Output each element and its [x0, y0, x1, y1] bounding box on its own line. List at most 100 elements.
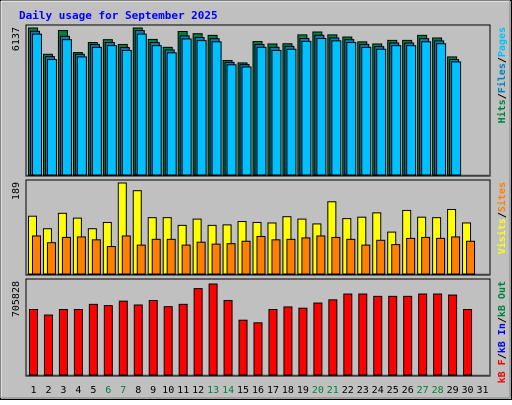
legend-entry-kb-out: kB Out: [497, 281, 508, 317]
sites-bar: [346, 238, 356, 275]
chart-title: Daily usage for September 2025: [19, 9, 218, 22]
legend-entry-kb-in: kB In: [497, 323, 508, 353]
kbf-bar: [238, 319, 248, 376]
x-axis-label-day: 23: [357, 385, 369, 396]
pages-bar: [31, 33, 42, 176]
pages-bar: [151, 45, 162, 176]
kbf-bar: [58, 309, 68, 376]
pages-bar: [421, 41, 432, 176]
kbf-bar: [433, 293, 443, 376]
kb-panel-max-label: 705828: [11, 281, 22, 317]
kbf-bar: [463, 309, 473, 376]
x-axis-label-day: 1: [30, 385, 36, 396]
pages-bar: [436, 43, 447, 176]
x-axis-label-day: 6: [105, 385, 111, 396]
kbf-bar: [358, 293, 368, 376]
visits-panel-border: [25, 179, 491, 276]
sites-bar: [241, 240, 251, 275]
pages-bar: [76, 56, 87, 176]
legend-entry-files: Files: [496, 63, 508, 93]
x-axis-label-day: 30: [461, 385, 473, 396]
x-axis-label-day: 2: [45, 385, 51, 396]
kb-panel-border: [25, 278, 491, 377]
kbf-bar: [193, 288, 203, 376]
legend-entry-visits: Visits: [496, 218, 508, 254]
pages-bar: [166, 52, 177, 176]
x-axis-label-day: 12: [192, 385, 204, 396]
kb-panel-legend-text: kB F/kB In/kB Out: [497, 281, 508, 383]
pages-bar: [391, 45, 402, 176]
x-axis-label-day: 14: [222, 385, 234, 396]
sites-bar: [226, 243, 236, 275]
x-axis-label-day: 15: [237, 385, 249, 396]
visits-panel-max-label: 189: [11, 182, 22, 200]
pages-bar: [286, 48, 297, 176]
legend-entry-pages: Pages: [497, 27, 508, 57]
kb-panel-legend: kB F/kB In/kB Out: [497, 281, 508, 383]
visits-panel-legend-text: Visits/Sites: [496, 182, 508, 254]
sites-bar: [421, 236, 431, 275]
pages-bar: [406, 45, 417, 176]
sites-bar: [316, 235, 326, 275]
sites-bar: [46, 242, 56, 275]
x-axis-label-day: 16: [252, 385, 264, 396]
pages-bar: [181, 38, 192, 176]
pages-bar: [346, 42, 357, 176]
sites-bar: [121, 235, 131, 275]
hits-panel-max-label: 6137: [11, 27, 22, 51]
pages-bar: [226, 64, 237, 176]
x-axis-label-day: 20: [312, 385, 324, 396]
kbf-bar: [208, 283, 218, 376]
pages-bar: [91, 46, 102, 176]
x-axis-label-day: 19: [297, 385, 309, 396]
pages-bar: [451, 61, 462, 176]
x-axis-label-day: 11: [177, 385, 189, 396]
sites-bar: [61, 236, 71, 275]
x-axis-label-day: 31: [476, 385, 488, 396]
hits-panel-legend: Hits/Files/Pages: [496, 27, 508, 123]
sites-bar: [286, 238, 296, 275]
sites-bar: [166, 238, 176, 275]
sites-bar: [91, 239, 101, 275]
legend-separator: /: [497, 353, 508, 359]
x-axis-label-day: 26: [402, 385, 414, 396]
pages-bar: [136, 33, 147, 176]
sites-bar: [106, 246, 116, 275]
kbf-bar: [178, 303, 188, 376]
kbf-bar: [133, 304, 143, 376]
kbf-bar: [283, 306, 293, 376]
kbf-bar: [118, 300, 128, 376]
kbf-bar: [403, 295, 413, 376]
sites-bar: [196, 241, 206, 275]
sites-bar: [301, 237, 311, 275]
kbf-bar: [313, 302, 323, 376]
legend-separator: /: [497, 212, 508, 218]
x-axis-label-day: 9: [150, 385, 156, 396]
kbf-bar: [328, 299, 338, 376]
sites-bar: [76, 236, 86, 275]
kbf-bar: [103, 305, 113, 376]
legend-separator: /: [497, 93, 508, 99]
sites-bar: [331, 236, 341, 275]
kbf-bar: [148, 299, 158, 376]
kbf-bar: [43, 314, 53, 376]
sites-bar: [361, 244, 371, 275]
pages-bar: [106, 45, 117, 176]
x-axis-label-day: 24: [372, 385, 384, 396]
kbf-bar: [298, 307, 308, 376]
kbf-bar: [253, 322, 263, 376]
legend-separator: /: [497, 57, 508, 63]
pages-bar: [241, 66, 252, 176]
x-axis-label-day: 22: [342, 385, 354, 396]
sites-bar: [451, 236, 461, 275]
x-axis-label-day: 29: [447, 385, 459, 396]
kbf-bar: [448, 294, 458, 376]
legend-separator: /: [497, 317, 508, 323]
pages-bar: [121, 49, 132, 176]
legend-entry-kb-f: kB F: [497, 359, 508, 383]
x-axis-label-day: 3: [60, 385, 66, 396]
sites-bar: [181, 244, 191, 275]
pages-bar: [61, 39, 72, 176]
